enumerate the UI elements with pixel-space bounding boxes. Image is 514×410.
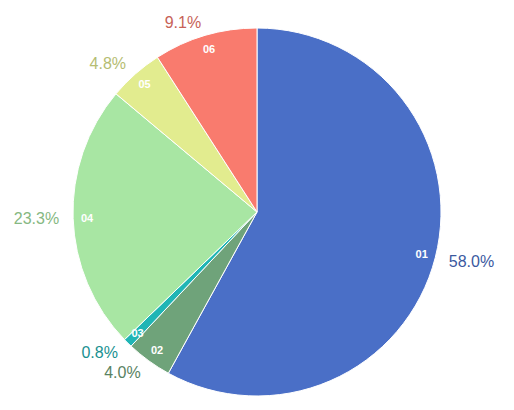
svg-text:58.0%: 58.0% [449, 253, 494, 270]
svg-text:02: 02 [151, 344, 163, 356]
svg-text:0.8%: 0.8% [81, 344, 117, 361]
svg-text:01: 01 [416, 248, 428, 260]
svg-text:4.0%: 4.0% [104, 364, 140, 381]
svg-text:04: 04 [81, 212, 94, 224]
svg-text:23.3%: 23.3% [14, 210, 59, 227]
svg-text:03: 03 [131, 327, 143, 339]
svg-text:4.8%: 4.8% [90, 55, 126, 72]
svg-text:05: 05 [138, 78, 150, 90]
svg-text:06: 06 [203, 43, 215, 55]
svg-text:9.1%: 9.1% [165, 14, 201, 31]
